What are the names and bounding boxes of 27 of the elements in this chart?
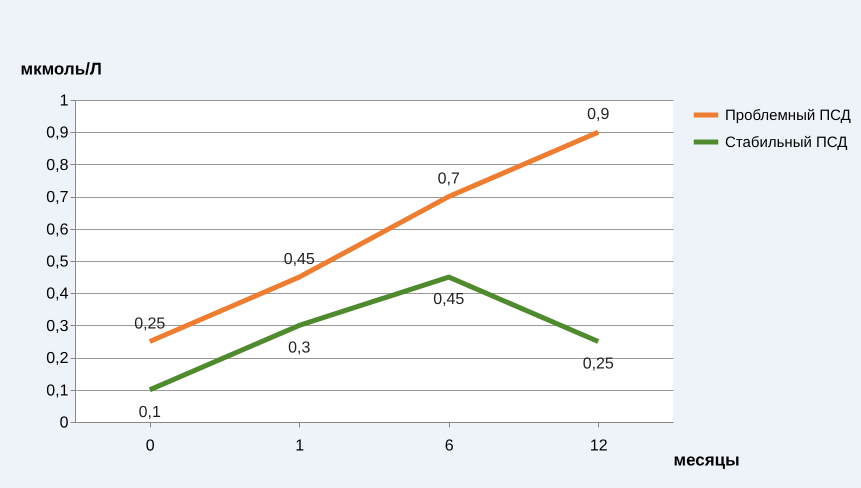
y-tick-label: 0,9 [46, 124, 69, 142]
data-label: 0,25 [582, 356, 614, 372]
y-tick-label: 0,7 [46, 189, 69, 206]
x-tick-label: 1 [295, 438, 304, 454]
data-label: 0,7 [438, 170, 460, 188]
y-tick-label: 0,3 [46, 318, 69, 335]
data-label: 0,9 [587, 106, 610, 124]
x-tick-label: 0 [146, 438, 155, 454]
y-tick-label: 0,6 [46, 221, 69, 238]
x-tick-label: 12 [590, 438, 608, 454]
legend-label: Проблемный ПСД [725, 107, 851, 124]
y-tick-label: 0,2 [46, 350, 69, 368]
y-axis-title: мкмоль/Л [20, 60, 102, 78]
x-tick-label: 6 [444, 438, 454, 454]
data-label: 0,45 [284, 251, 315, 268]
y-tick-label: 0,1 [46, 382, 69, 400]
y-tick-label: 0,4 [46, 286, 69, 303]
data-label: 0,1 [138, 404, 161, 421]
x-axis-title: месяцы [674, 450, 740, 470]
data-label: 0,45 [433, 291, 464, 308]
data-label: 0,25 [134, 316, 166, 332]
data-label: 0,3 [288, 339, 310, 356]
y-tick-label: 1 [60, 92, 69, 110]
y-tick-label: 0 [60, 414, 69, 432]
legend-label: Стабильный ПСД [725, 134, 848, 151]
y-tick-label: 0,8 [46, 156, 69, 174]
y-tick-label: 0,5 [46, 254, 69, 270]
